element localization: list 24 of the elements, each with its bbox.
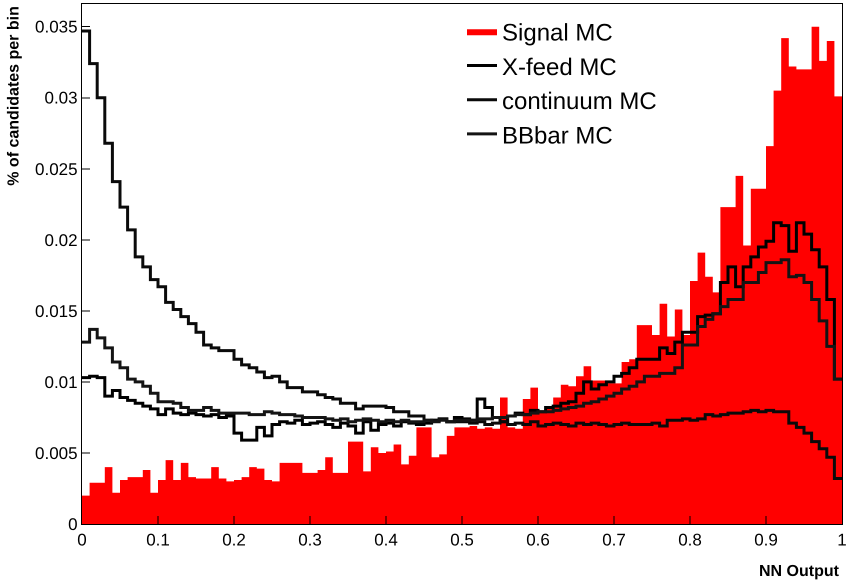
x-tick-label: 0.2 [222, 530, 246, 550]
x-tick-label: 0.1 [146, 530, 170, 550]
legend-label: X-feed MC [502, 54, 617, 81]
y-tick-label: 0.01 [44, 372, 78, 392]
y-tick-label: 0 [68, 514, 78, 534]
y-tick-label: 0.035 [35, 18, 78, 37]
y-tick-label: 0.03 [44, 88, 78, 108]
y-tick-label: 0.02 [44, 230, 78, 250]
x-tick-label: 0.7 [602, 530, 626, 550]
legend-label: Signal MC [502, 20, 613, 47]
y-tick-label: 0.015 [35, 302, 78, 321]
x-tick-label: 0.9 [754, 530, 778, 550]
y-tick-label: 0.025 [35, 160, 78, 179]
x-tick-label: 0.5 [450, 530, 474, 550]
x-axis-title: NN Output [759, 563, 840, 580]
x-tick-label: 1 [837, 530, 847, 550]
y-axis-title: % of candidates per bin [6, 6, 23, 186]
x-tick-label: 0.4 [374, 530, 398, 550]
y-tick-label: 0.005 [35, 444, 78, 463]
x-tick-label: 0.6 [526, 530, 550, 550]
x-tick-label: 0.8 [678, 530, 702, 550]
legend-label: BBbar MC [502, 122, 613, 150]
legend-label: continuum MC [502, 88, 657, 116]
x-tick-label: 0.3 [298, 530, 322, 550]
